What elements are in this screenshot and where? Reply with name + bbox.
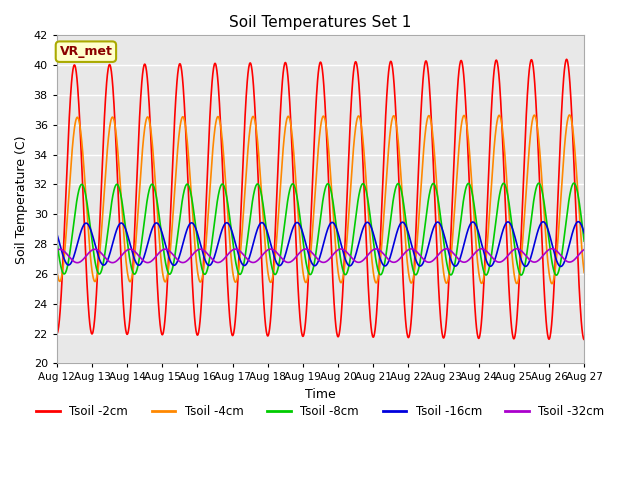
Tsoil -8cm	[260, 206, 268, 212]
Tsoil -32cm	[273, 250, 281, 256]
Tsoil -16cm	[488, 263, 496, 268]
Tsoil -16cm	[170, 262, 177, 268]
Line: Tsoil -2cm: Tsoil -2cm	[57, 60, 584, 339]
Tsoil -4cm	[566, 112, 573, 118]
Title: Soil Temperatures Set 1: Soil Temperatures Set 1	[229, 15, 412, 30]
Tsoil -4cm	[53, 267, 61, 273]
Tsoil -32cm	[402, 249, 410, 255]
Tsoil -2cm	[53, 331, 61, 336]
Tsoil -2cm	[260, 299, 268, 305]
Tsoil -2cm	[488, 98, 496, 104]
Tsoil -32cm	[548, 246, 556, 252]
Tsoil -4cm	[170, 207, 177, 213]
Tsoil -8cm	[170, 262, 177, 268]
X-axis label: Time: Time	[305, 388, 336, 401]
Tsoil -8cm	[488, 249, 496, 255]
Tsoil -16cm	[401, 222, 409, 228]
Line: Tsoil -16cm: Tsoil -16cm	[57, 222, 584, 266]
Tsoil -16cm	[273, 260, 280, 265]
Tsoil -8cm	[552, 272, 560, 278]
Tsoil -8cm	[273, 270, 280, 276]
Tsoil -4cm	[273, 238, 280, 244]
Tsoil -32cm	[170, 252, 177, 258]
Tsoil -8cm	[534, 182, 541, 188]
Tsoil -16cm	[53, 231, 61, 237]
Y-axis label: Soil Temperature (C): Soil Temperature (C)	[15, 135, 28, 264]
Tsoil -16cm	[260, 221, 268, 227]
Tsoil -8cm	[570, 180, 578, 186]
Tsoil -16cm	[534, 230, 541, 236]
Tsoil -2cm	[563, 57, 570, 62]
Legend: Tsoil -2cm, Tsoil -4cm, Tsoil -8cm, Tsoil -16cm, Tsoil -32cm: Tsoil -2cm, Tsoil -4cm, Tsoil -8cm, Tsoi…	[31, 401, 609, 423]
Tsoil -32cm	[53, 247, 61, 253]
Tsoil -2cm	[170, 144, 177, 150]
Text: VR_met: VR_met	[60, 45, 113, 58]
Line: Tsoil -4cm: Tsoil -4cm	[57, 115, 584, 284]
Tsoil -32cm	[534, 258, 541, 264]
Tsoil -32cm	[488, 255, 496, 261]
Tsoil -2cm	[580, 336, 588, 342]
Tsoil -8cm	[401, 212, 409, 217]
Tsoil -8cm	[580, 238, 588, 244]
Tsoil -4cm	[548, 281, 556, 287]
Tsoil -4cm	[260, 223, 268, 229]
Tsoil -8cm	[53, 238, 61, 244]
Line: Tsoil -8cm: Tsoil -8cm	[57, 183, 584, 275]
Tsoil -2cm	[534, 127, 541, 132]
Tsoil -16cm	[575, 219, 582, 225]
Tsoil -4cm	[401, 233, 409, 239]
Tsoil -4cm	[580, 270, 588, 276]
Tsoil -16cm	[557, 264, 564, 269]
Tsoil -4cm	[534, 123, 541, 129]
Tsoil -32cm	[260, 250, 268, 256]
Line: Tsoil -32cm: Tsoil -32cm	[57, 249, 584, 263]
Tsoil -16cm	[580, 230, 588, 236]
Tsoil -2cm	[273, 196, 280, 202]
Tsoil -32cm	[74, 260, 81, 265]
Tsoil -4cm	[488, 175, 496, 180]
Tsoil -2cm	[401, 312, 409, 317]
Tsoil -32cm	[580, 247, 588, 252]
